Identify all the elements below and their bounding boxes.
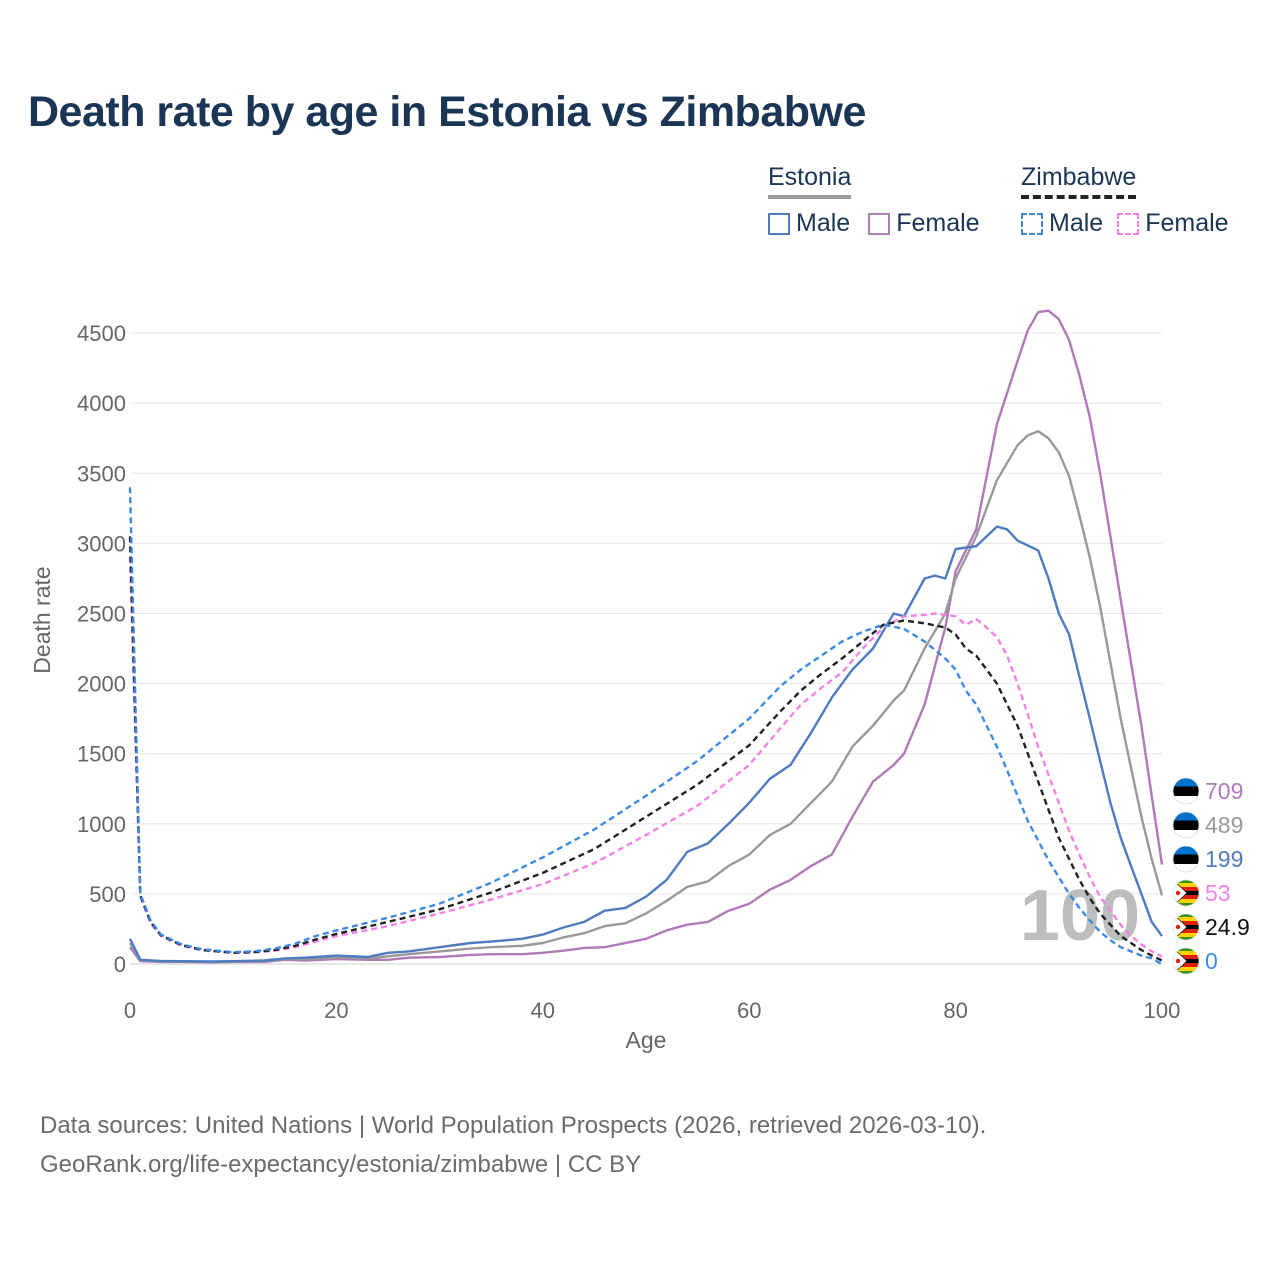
end-label-zimbabwe-total: 24.9 <box>1172 913 1250 941</box>
end-label-estonia-female: 709 <box>1172 777 1243 805</box>
legend-zimbabwe-female[interactable]: Female <box>1117 209 1229 238</box>
zimbabwe-flag-icon <box>1173 914 1199 940</box>
chart-title: Death rate by age in Estonia vs Zimbabwe <box>28 88 866 136</box>
end-label-value: 53 <box>1205 880 1231 906</box>
estonia-flag-icon <box>1173 846 1199 872</box>
end-label-value: 489 <box>1205 812 1243 838</box>
y-tick-label: 3500 <box>77 461 126 486</box>
series-line-zimbabwe-male[interactable] <box>128 487 1163 966</box>
x-tick-label: 80 <box>943 998 967 1023</box>
legend-estonia-title: Estonia <box>768 163 852 199</box>
y-tick-label: 1000 <box>77 812 126 837</box>
series-line-zimbabwe-female[interactable] <box>128 557 1163 958</box>
y-tick-label: 2000 <box>77 672 126 697</box>
y-tick-label: 3000 <box>77 531 126 556</box>
y-tick-label: 4000 <box>77 391 126 416</box>
x-tick-label: 40 <box>531 998 555 1023</box>
end-label-estonia-male: 199 <box>1172 845 1243 873</box>
legend-swatch-estonia-female <box>868 212 891 235</box>
series-line-estonia-male[interactable] <box>128 525 1163 963</box>
watermark-layer: 100 <box>1020 876 1140 956</box>
legend-estonia-female-label: Female <box>896 209 980 237</box>
zimbabwe-flag-icon <box>1173 880 1199 906</box>
end-labels: 709 489 199 53 24.9 0 <box>1172 777 1250 975</box>
legend-zimbabwe-male-label: Male <box>1049 209 1104 237</box>
footer-url[interactable]: GeoRank.org/life-expectancy/estonia/zimb… <box>40 1151 642 1178</box>
y-tick-label: 2500 <box>77 602 126 627</box>
end-label-zimbabwe-female: 53 <box>1172 879 1231 907</box>
watermark-age: 100 <box>1020 876 1140 956</box>
legend-zimbabwe-male[interactable]: Male <box>1021 209 1103 238</box>
end-label-value: 0 <box>1205 948 1218 974</box>
footer-sources: Data sources: United Nations | World Pop… <box>40 1112 987 1139</box>
y-tick-label: 4500 <box>77 321 126 346</box>
x-tick-label: 100 <box>1144 998 1181 1023</box>
y-tick-label: 1500 <box>77 742 126 767</box>
legend-swatch-zimbabwe-female <box>1117 212 1140 235</box>
legend-swatch-zimbabwe-male <box>1021 212 1043 235</box>
legend-zimbabwe-title: Zimbabwe <box>1021 163 1137 199</box>
series-line-estonia-female[interactable] <box>129 309 1164 964</box>
estonia-flag-icon <box>1173 778 1199 804</box>
legend-estonia: Estonia Male Female <box>768 163 980 238</box>
end-label-value: 199 <box>1205 846 1243 872</box>
series-lines <box>128 309 1164 966</box>
end-label-value: 709 <box>1205 778 1243 804</box>
x-tick-label: 60 <box>737 998 761 1023</box>
axis-ticks: 0 500 1000 1500 2000 2500 3000 3500 4000 4500 0 20 4… <box>77 321 1180 1023</box>
footer: Data sources: United Nations | World Pop… <box>40 1106 986 1184</box>
x-tick-label: 20 <box>324 998 348 1023</box>
x-axis-label: Age <box>626 1027 667 1053</box>
end-label-value: 24.9 <box>1205 914 1250 940</box>
estonia-flag-icon <box>1173 812 1199 838</box>
legend-zimbabwe: Zimbabwe Male Female <box>1021 163 1229 238</box>
end-label-zimbabwe-male: 0 <box>1172 947 1218 975</box>
legend-estonia-male-label: Male <box>796 209 851 237</box>
legend-estonia-female[interactable]: Female <box>868 209 980 238</box>
x-tick-label: 0 <box>124 998 136 1023</box>
y-tick-label: 0 <box>114 952 126 977</box>
zimbabwe-flag-icon <box>1173 948 1199 974</box>
legend-swatch-estonia-male <box>768 212 790 235</box>
grid <box>130 332 1162 965</box>
y-axis-label: Death rate <box>29 566 55 673</box>
legend-zimbabwe-female-label: Female <box>1145 209 1229 237</box>
series-line-zimbabwe-total[interactable] <box>128 536 1163 962</box>
end-label-estonia-total: 489 <box>1172 811 1243 839</box>
legend-estonia-male[interactable]: Male <box>768 209 850 238</box>
series-line-estonia-total[interactable] <box>128 430 1164 964</box>
y-tick-label: 500 <box>89 882 126 907</box>
